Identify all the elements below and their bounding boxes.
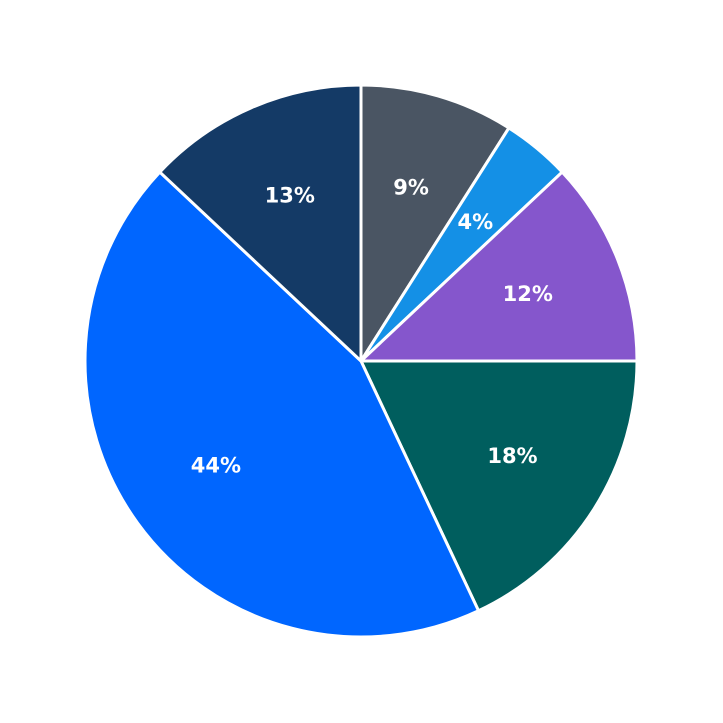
pie-slice <box>158 83 363 363</box>
pie-slice <box>83 170 481 639</box>
slice-label: 9% <box>393 176 429 200</box>
slice-label: 13% <box>265 183 315 207</box>
pie-slice <box>359 359 639 613</box>
slice-label: 12% <box>503 282 553 306</box>
slice-label: 18% <box>487 444 537 468</box>
slice-label: 4% <box>458 210 494 234</box>
slice-label: 44% <box>191 453 241 477</box>
pie-slice <box>359 170 639 363</box>
pie-slice <box>359 83 511 363</box>
